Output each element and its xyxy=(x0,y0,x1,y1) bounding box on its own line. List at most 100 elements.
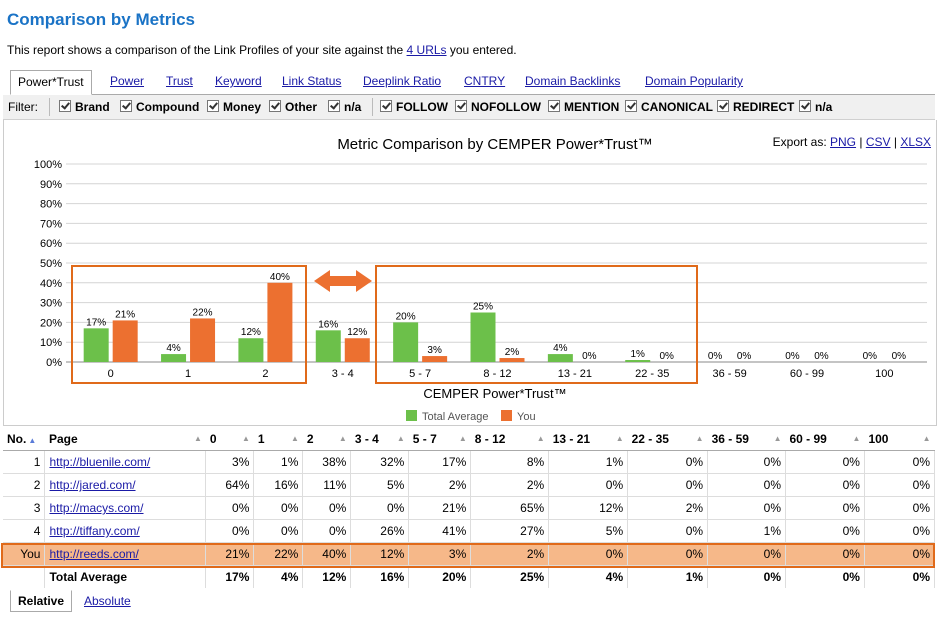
value-cell: 21% xyxy=(408,496,472,520)
bar-data-label: 0% xyxy=(582,351,597,362)
value-cell: 0% xyxy=(627,542,709,566)
filter-other-checkbox[interactable]: Other xyxy=(269,100,317,114)
filter-redirect-checkbox[interactable]: REDIRECT xyxy=(717,100,794,114)
bar-data-label: 22% xyxy=(193,307,213,318)
value-cell: 0% xyxy=(785,565,865,588)
row-number: 2 xyxy=(3,473,46,497)
value-cell: 0% xyxy=(864,473,936,497)
value-cell: 65% xyxy=(470,496,550,520)
sort-icon[interactable]: ▲ xyxy=(536,434,545,443)
tab-trust[interactable]: Trust xyxy=(166,74,193,88)
column-header[interactable]: 0 ▲ xyxy=(205,428,254,451)
column-header[interactable]: Page ▲ xyxy=(44,428,206,451)
tab-absolute[interactable]: Absolute xyxy=(84,594,131,608)
column-header[interactable]: 2 ▲ xyxy=(302,428,351,451)
column-header[interactable]: No. ▲ xyxy=(3,428,45,451)
value-cell: 0% xyxy=(205,496,255,520)
bar-you-1 xyxy=(190,318,216,362)
export-png-link[interactable]: PNG xyxy=(830,135,857,149)
value-cell: 0% xyxy=(627,473,709,497)
legend-total-average-swatch xyxy=(406,410,417,421)
tab-cntry[interactable]: CNTRY xyxy=(464,74,506,88)
page-cell: http://reeds.com/ xyxy=(44,542,207,566)
filter-brand-checkbox[interactable]: Brand xyxy=(59,100,110,114)
filter-nofollow-checkbox[interactable]: NOFOLLOW xyxy=(455,100,541,114)
filter-canonical-checkbox[interactable]: CANONICAL xyxy=(625,100,713,114)
column-header[interactable]: 5 - 7 ▲ xyxy=(408,428,471,451)
sort-icon[interactable]: ▲ xyxy=(290,434,299,443)
filter-label: Filter: xyxy=(8,100,38,114)
tab-keyword[interactable]: Keyword xyxy=(215,74,262,88)
y-tick-label: 0% xyxy=(46,357,62,369)
value-cell: 0% xyxy=(627,519,709,543)
row-number: 1 xyxy=(3,450,46,474)
checkbox-checked-icon xyxy=(380,100,392,112)
bar-data-label: 0% xyxy=(814,351,829,362)
sort-icon[interactable]: ▲ xyxy=(773,434,782,443)
sort-icon[interactable]: ▲ xyxy=(194,434,202,443)
filter-follow-checkbox[interactable]: FOLLOW xyxy=(380,100,448,114)
sort-icon[interactable]: ▲ xyxy=(615,434,624,443)
you-row: You http://reeds.com/21% 22% 40% 12% 3% 2% 0% 0%… xyxy=(3,542,936,566)
filter-separator xyxy=(49,98,50,116)
column-header[interactable]: 3 - 4 ▲ xyxy=(350,428,409,451)
sort-icon[interactable]: ▲ xyxy=(922,434,931,443)
urls-link[interactable]: 4 URLs xyxy=(406,43,447,57)
column-header[interactable]: 1 ▲ xyxy=(253,428,303,451)
bar-you-3 xyxy=(344,338,370,362)
checkbox-checked-icon xyxy=(717,100,729,112)
page-link[interactable]: http://reeds.com/ xyxy=(49,547,139,561)
page-link[interactable]: http://jared.com/ xyxy=(49,478,136,492)
sort-icon[interactable]: ▲ xyxy=(241,434,250,443)
page-cell: http://macys.com/ xyxy=(44,496,207,520)
tab-relative[interactable]: Relative xyxy=(10,590,73,612)
tab-domain-backlinks[interactable]: Domain Backlinks xyxy=(525,74,621,88)
page-link[interactable]: http://bluenile.com/ xyxy=(49,455,151,469)
sort-icon[interactable]: ▲ xyxy=(396,434,405,443)
tab-link-status[interactable]: Link Status xyxy=(282,74,342,88)
page-link[interactable]: http://tiffany.com/ xyxy=(49,524,140,538)
value-cell: 0% xyxy=(707,450,786,474)
value-cell: 1% xyxy=(627,565,709,588)
filter-money-checkbox[interactable]: Money xyxy=(207,100,261,114)
sort-asc-icon[interactable]: ▲ xyxy=(28,436,37,445)
value-cell: 27% xyxy=(470,519,550,543)
filter-na-anchor-checkbox[interactable]: n/a xyxy=(328,100,361,114)
tab-power-trust[interactable]: Power*Trust xyxy=(10,70,92,95)
bar-data-label: 21% xyxy=(115,309,135,320)
export-csv-link[interactable]: CSV xyxy=(865,135,891,149)
column-header[interactable]: 22 - 35 ▲ xyxy=(627,428,708,451)
sort-icon[interactable]: ▲ xyxy=(695,434,704,443)
table-row: 3 http://macys.com/0% 0% 0% 0% 21% 65% 12% 2% 0% 0… xyxy=(3,496,936,520)
filter-compound-checkbox[interactable]: Compound xyxy=(120,100,199,114)
highlight-box-right xyxy=(375,265,698,384)
value-cell: 0% xyxy=(785,496,865,520)
x-axis-title: CEMPER Power*Trust™ xyxy=(423,386,566,401)
bar-total-average-3 xyxy=(315,330,341,362)
column-header[interactable]: 60 - 99 ▲ xyxy=(785,428,865,451)
tab-deeplink-ratio[interactable]: Deeplink Ratio xyxy=(363,74,442,88)
sort-icon[interactable]: ▲ xyxy=(338,434,347,443)
filter-mention-checkbox[interactable]: MENTION xyxy=(548,100,619,114)
tab-domain-popularity[interactable]: Domain Popularity xyxy=(645,74,744,88)
sort-icon[interactable]: ▲ xyxy=(458,434,467,443)
column-header[interactable]: 100 ▲ xyxy=(864,428,935,451)
export-xlsx-link[interactable]: XLSX xyxy=(900,135,931,149)
x-tick-label: 22 - 35 xyxy=(635,368,669,380)
export-options: Export as: PNG | CSV | XLSX xyxy=(772,135,931,149)
column-header[interactable]: 36 - 59 ▲ xyxy=(707,428,786,451)
value-cell: 0% xyxy=(864,496,936,520)
tab-power[interactable]: Power xyxy=(110,74,145,88)
column-header[interactable]: 13 - 21 ▲ xyxy=(548,428,628,451)
column-header[interactable]: 8 - 12 ▲ xyxy=(470,428,549,451)
table-row: 2 http://jared.com/64% 16% 11% 5% 2% 2% 0% 0% 0% 0… xyxy=(3,473,936,497)
checkbox-checked-icon xyxy=(269,100,281,112)
x-tick-label: 13 - 21 xyxy=(558,368,592,380)
value-cell: 21% xyxy=(205,542,255,566)
value-cell: 0% xyxy=(253,519,304,543)
value-cell: 32% xyxy=(350,450,410,474)
filter-na-status-checkbox[interactable]: n/a xyxy=(799,100,832,114)
sort-icon[interactable]: ▲ xyxy=(852,434,861,443)
page-cell: http://bluenile.com/ xyxy=(44,450,207,474)
page-link[interactable]: http://macys.com/ xyxy=(49,501,144,515)
